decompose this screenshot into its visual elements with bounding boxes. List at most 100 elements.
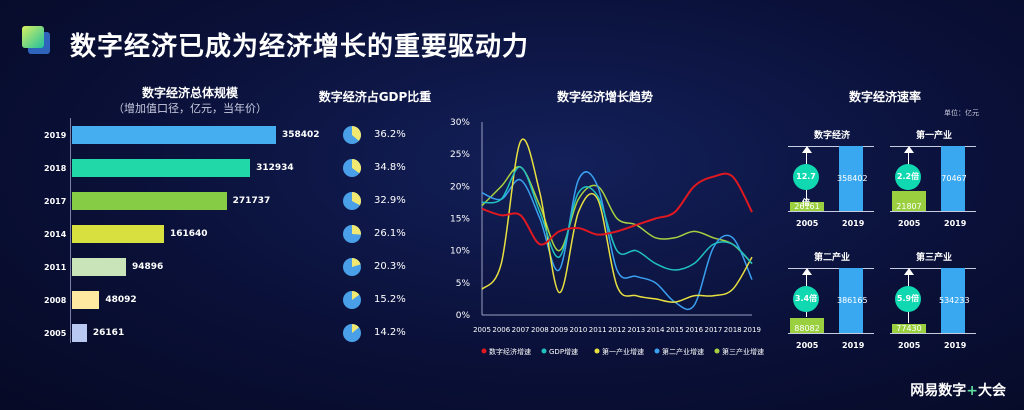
speed-panel-title: 数字经济: [813, 131, 850, 141]
reference-line: [788, 146, 874, 147]
logo-icon: [22, 26, 50, 54]
year-label: 2005: [898, 341, 921, 350]
reference-line: [890, 146, 976, 147]
legend-marker: [541, 348, 547, 354]
bar-2005: [892, 190, 926, 211]
bar-year-label: 2005: [44, 329, 67, 338]
bar-year-label: 2014: [44, 230, 67, 239]
x-tick-label: 2005: [473, 326, 491, 334]
pie-chart: [343, 126, 361, 144]
legend-entry: GDP增速: [549, 347, 578, 356]
multiple-badge: 3.4倍: [793, 286, 819, 312]
year-label: 2019: [944, 341, 967, 350]
pie-chart: [343, 291, 361, 309]
arrow-up-icon: [802, 146, 812, 153]
multiple-badge: 2.2倍: [895, 164, 921, 190]
bar-2019: [839, 146, 863, 211]
speed-title: 数字经济速率: [848, 90, 921, 104]
x-tick-label: 2012: [608, 326, 626, 334]
pie-slice-share: [352, 258, 361, 267]
pie-chart: [343, 258, 361, 276]
y-tick-label: 30%: [450, 118, 470, 128]
pie-slice-share: [352, 324, 360, 333]
bar-value-label: 271737: [232, 196, 271, 206]
bar: [72, 225, 164, 243]
scale-subtitle: （增加值口径，亿元，当年价）: [113, 102, 267, 115]
bar-value-label: 161640: [170, 229, 208, 239]
bar-year-label: 2018: [44, 164, 67, 173]
legend-entry: 第一产业增速: [602, 347, 644, 356]
series-line: [481, 138, 753, 303]
speed-unit: 单位：亿元: [944, 109, 979, 117]
bar-2005-value: 88082: [794, 324, 820, 333]
pie-percent-label: 34.8%: [374, 162, 406, 173]
bar-2005: [892, 323, 926, 333]
speed-panel-title: 第一产业: [915, 131, 952, 141]
pie-percent-label: 20.3%: [374, 261, 406, 272]
pie-percent-label: 26.1%: [374, 228, 406, 239]
x-tick-label: 2006: [492, 326, 510, 334]
share-title: 数字经济占GDP比重: [318, 90, 432, 104]
bar: [72, 192, 227, 210]
bar-year-label: 2008: [44, 296, 67, 305]
bar-value-label: 48092: [105, 295, 137, 305]
y-tick-label: 20%: [450, 182, 470, 192]
x-tick-label: 2010: [570, 326, 588, 334]
pie-chart: [343, 159, 361, 177]
legend-marker: [654, 348, 660, 354]
series-line: [481, 171, 753, 311]
bar-2019: [839, 268, 863, 333]
page-title: 数字经济已成为经济增长的重要驱动力: [70, 32, 530, 62]
bar-2005-value: 21807: [896, 202, 922, 211]
year-label: 2019: [842, 341, 865, 350]
x-tick-label: 2011: [589, 326, 607, 334]
year-label: 2019: [944, 219, 967, 228]
reference-line: [788, 268, 874, 269]
pie-chart: [343, 192, 361, 210]
bar: [72, 291, 100, 309]
bar-value-label: 26161: [92, 328, 125, 338]
multiple-badge: 5.9倍: [895, 286, 921, 312]
bar-2019-value: 386165: [837, 296, 868, 305]
bar-2019-value: 70467: [941, 174, 967, 183]
baseline: [890, 211, 976, 212]
pie-slice-share: [352, 192, 361, 206]
scale-title: 数字经济总体规模: [141, 86, 238, 100]
series-line: [481, 172, 753, 246]
bar: [72, 126, 276, 144]
pie-percent-label: 36.2%: [374, 129, 406, 140]
legend-entry: 数字经济增速: [489, 347, 531, 356]
pie-slice-share: [352, 225, 361, 235]
pie-chart: [343, 225, 361, 243]
legend-marker: [594, 348, 600, 354]
legend-entry: 第二产业增速: [662, 347, 704, 356]
y-tick-label: 15%: [450, 215, 470, 225]
pie-slice-share: [352, 126, 361, 141]
arrow-up-icon: [904, 146, 914, 153]
pie-percent-label: 14.2%: [374, 327, 406, 338]
x-tick-label: 2015: [666, 326, 684, 334]
bar-2005: [790, 318, 824, 333]
plus-icon: +: [966, 383, 978, 399]
y-tick-label: 25%: [450, 150, 470, 160]
year-label: 2005: [898, 219, 921, 228]
x-tick-label: 2009: [550, 326, 568, 334]
series-line: [481, 166, 753, 271]
x-tick-label: 2013: [627, 326, 645, 334]
year-label: 2005: [796, 219, 819, 228]
bar-year-label: 2017: [44, 197, 67, 206]
brand-logo: 网易数字+大会: [910, 383, 1006, 399]
y-tick-label: 10%: [450, 247, 470, 257]
bar-2019-value: 358402: [837, 174, 868, 183]
x-tick-label: 2008: [531, 326, 549, 334]
bar: [72, 159, 251, 177]
pie-chart: [343, 324, 361, 342]
bar-value-label: 94896: [132, 262, 164, 272]
legend-marker: [714, 348, 720, 354]
legend-entry: 第三产业增速: [722, 347, 764, 356]
bar-2005: [790, 202, 824, 211]
bar-year-label: 2019: [44, 131, 67, 140]
y-tick-label: 0%: [456, 311, 471, 321]
bar-2019: [941, 146, 965, 211]
bar-value-label: 312934: [256, 163, 294, 173]
